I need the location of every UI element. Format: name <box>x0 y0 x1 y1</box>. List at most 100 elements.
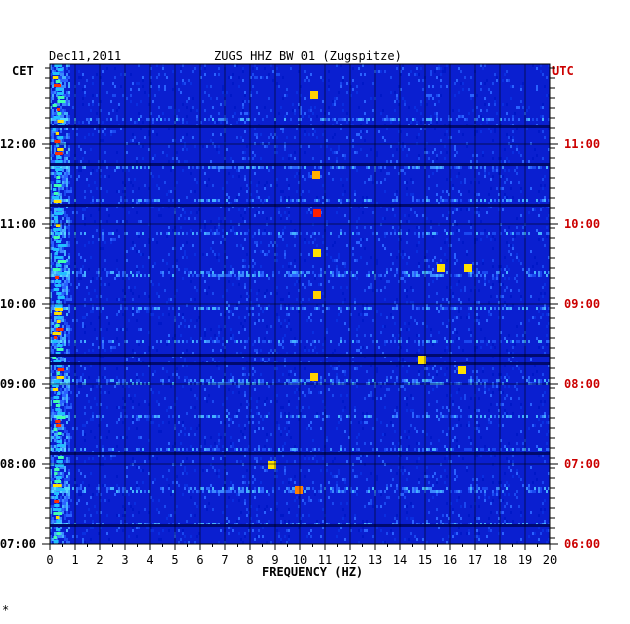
spectrogram-cell <box>386 376 388 379</box>
spectrogram-cell <box>390 160 392 163</box>
spectrogram-cell <box>228 208 230 211</box>
spectrogram-cell <box>404 280 406 283</box>
spectrogram-cell <box>304 241 306 244</box>
spectrogram-cell <box>148 187 150 190</box>
spectrogram-cell <box>382 352 384 355</box>
spectrogram-cell <box>334 151 336 154</box>
spectrogram-cell <box>430 118 432 121</box>
spectrogram-cell <box>68 328 70 331</box>
spectrogram-cell <box>132 190 134 193</box>
spectrogram-cell <box>192 166 194 169</box>
spectrogram-cell <box>194 145 196 148</box>
spectrogram-cell <box>372 109 374 112</box>
spectrogram-cell <box>212 271 214 274</box>
spectrogram-cell <box>282 445 284 448</box>
spectrogram-cell <box>494 340 496 343</box>
spectrogram-cell <box>52 430 54 433</box>
spectrogram-cell <box>438 100 440 103</box>
spectrogram-cell <box>432 151 434 154</box>
spectrogram-cell <box>178 160 180 163</box>
spectrogram-cell <box>52 133 54 136</box>
spectrogram-cell <box>122 328 124 331</box>
spectrogram-cell <box>478 115 480 118</box>
spectrogram-cell <box>470 331 472 334</box>
spectrogram-cell <box>118 106 120 109</box>
spectrogram-cell <box>228 274 230 277</box>
spectrogram-cell <box>302 406 304 409</box>
spectrogram-cell <box>408 148 410 151</box>
spectrogram-cell <box>162 421 164 424</box>
spectrogram-cell <box>208 274 210 277</box>
spectrogram-cell <box>112 346 114 349</box>
spectrogram-cell <box>82 88 84 91</box>
spectrogram-cell <box>292 271 294 274</box>
spectrogram-cell <box>50 196 52 199</box>
spectrogram-cell <box>106 406 108 409</box>
spectrogram-cell <box>64 406 66 409</box>
spectrogram-cell <box>256 241 258 244</box>
spectrogram-cell <box>52 445 54 448</box>
spectrogram-cell <box>366 154 368 157</box>
spectrogram-cell <box>132 199 134 202</box>
spectrogram-cell <box>106 166 108 169</box>
spectrogram-cell <box>422 271 424 274</box>
spectrogram-cell <box>506 349 508 352</box>
spectrogram-cell <box>258 397 260 400</box>
spectrogram-cell <box>216 415 218 418</box>
spectrogram-cell <box>428 97 430 100</box>
spectrogram-cell <box>484 199 486 202</box>
spectrogram-cell <box>114 85 116 88</box>
spectrogram-cell <box>456 424 458 427</box>
spectrogram-cell <box>532 373 534 376</box>
spectrogram-cell <box>68 94 70 97</box>
spectrogram-cell <box>520 295 522 298</box>
spectrogram-cell <box>102 448 104 451</box>
spectrogram-cell <box>340 229 342 232</box>
spectrogram-cell <box>412 199 414 202</box>
spectrogram-cell <box>64 184 66 187</box>
spectrogram-cell <box>406 262 408 265</box>
spectrogram-cell <box>376 70 378 73</box>
spectrogram-cell <box>66 115 68 118</box>
spectrogram-cell <box>264 340 266 343</box>
spectrogram-cell <box>112 130 114 133</box>
spectrogram-cell <box>528 232 530 235</box>
spectrogram-cell <box>84 433 86 436</box>
spectrogram-cell <box>392 226 394 229</box>
spectrogram-cell <box>452 292 454 295</box>
spectrogram-cell <box>356 259 358 262</box>
spectrogram-cell <box>76 211 78 214</box>
spectrogram-cell <box>400 169 402 172</box>
spectrogram-cell <box>248 265 250 268</box>
spectrogram-cell <box>102 229 104 232</box>
spectrogram-cell <box>68 268 70 271</box>
spectrogram-cell <box>350 166 352 169</box>
spectrogram-cell <box>66 127 68 130</box>
spectrogram-cell <box>454 262 456 265</box>
spectrogram-cell <box>142 121 144 124</box>
spectrogram-cell <box>294 157 296 160</box>
spectrogram-cell <box>208 307 210 310</box>
spectrogram-cell <box>50 313 52 316</box>
spectrogram-cell <box>300 94 302 97</box>
spectrogram-cell <box>226 301 228 304</box>
spectrogram-cell <box>354 367 356 370</box>
spectrogram-cell <box>318 340 320 343</box>
spectrogram-cell <box>172 229 174 232</box>
spectrogram-cell <box>188 325 190 328</box>
spectrogram-cell <box>498 388 500 391</box>
spectrogram-cell <box>496 295 498 298</box>
spectrogram-cell <box>118 274 120 277</box>
spectrogram-cell <box>536 307 538 310</box>
spectrogram-cell <box>406 187 408 190</box>
spectrogram-cell <box>500 403 502 406</box>
spectrogram-cell <box>456 229 458 232</box>
spectrogram-cell <box>480 82 482 85</box>
spectrogram-cell <box>358 241 360 244</box>
spectrogram-cell <box>66 175 68 178</box>
spectrogram-cell <box>116 268 118 271</box>
spectrogram-cell <box>120 127 122 130</box>
spectrogram-cell <box>66 241 68 244</box>
spectrogram-cell <box>84 406 86 409</box>
spectrogram-cell <box>256 67 258 70</box>
